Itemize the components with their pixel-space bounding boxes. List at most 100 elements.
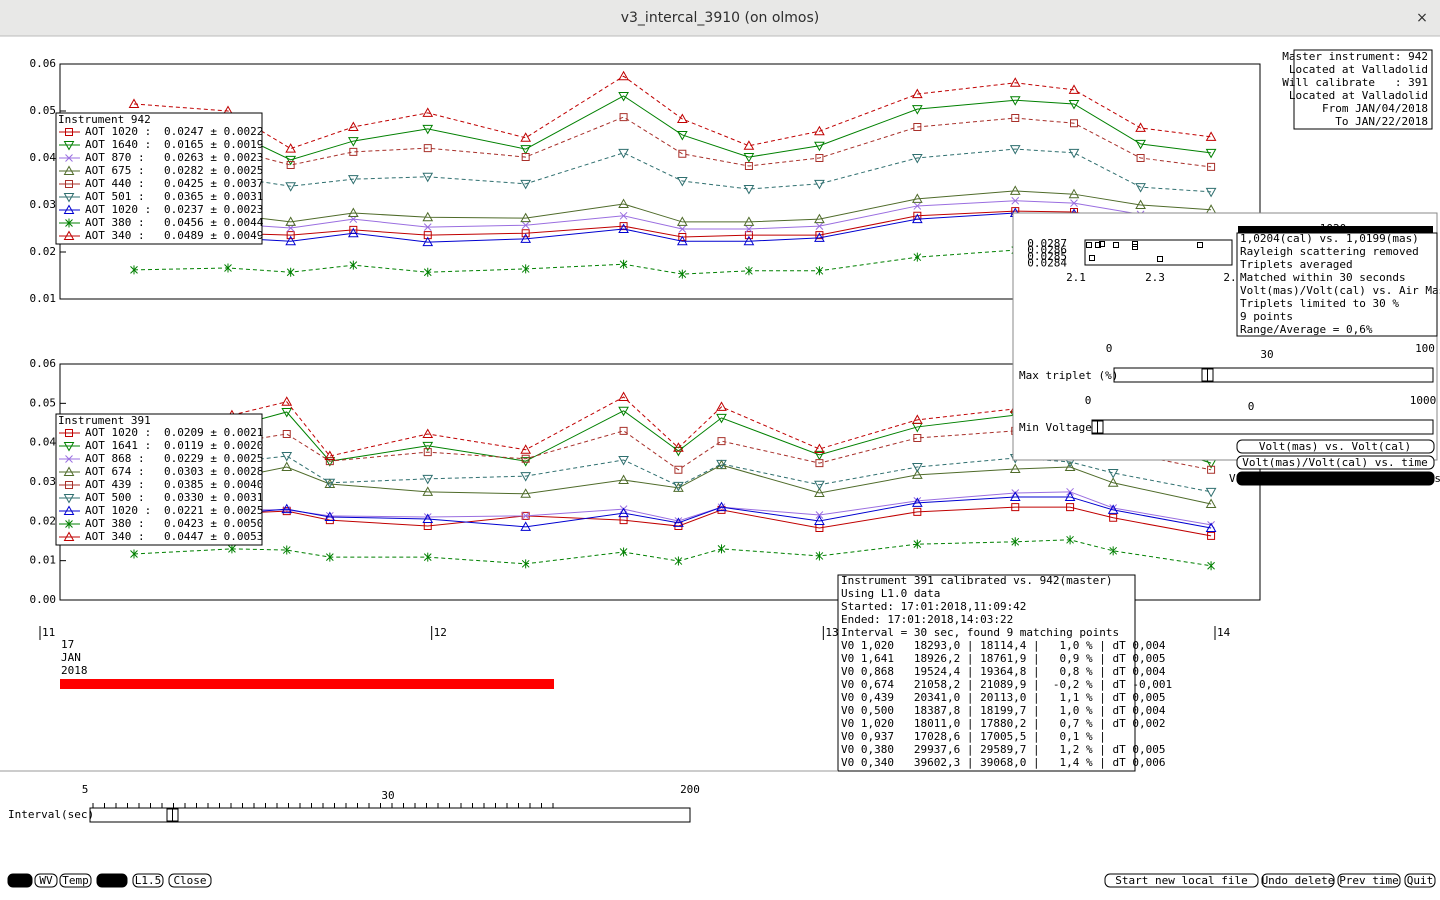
view-button-label[interactable]: Volt(mas)/Volt(cal) vs. Air Mass	[1229, 472, 1440, 485]
button-label[interactable]: AOT	[10, 874, 30, 887]
legend-title: Instrument 391	[58, 414, 151, 427]
slider-mid: 0	[1248, 400, 1255, 413]
marker	[349, 147, 358, 156]
series-line	[133, 396, 1212, 457]
mini-y-tick-label: 0.0287	[1027, 237, 1067, 250]
y-tick-label: 0.04	[30, 436, 57, 449]
button-label[interactable]: Close	[173, 874, 206, 887]
marker	[676, 177, 688, 187]
button[interactable]	[1104, 873, 1259, 888]
mini-x-tick-label: 2.3	[1145, 271, 1165, 284]
button-label[interactable]: Prev time	[1339, 874, 1399, 887]
date-label: JAN	[61, 651, 81, 664]
marker	[347, 137, 359, 147]
marker	[63, 466, 75, 476]
marker	[1068, 99, 1080, 110]
marker	[520, 472, 532, 482]
marker	[347, 121, 359, 131]
view-button[interactable]	[1236, 455, 1435, 470]
marker	[521, 511, 530, 520]
marker	[63, 204, 75, 214]
view-button-label[interactable]: Volt(mas)/Volt(cal) vs. time	[1242, 456, 1427, 469]
marker	[913, 539, 922, 549]
marker	[65, 154, 73, 162]
button[interactable]	[1404, 873, 1436, 888]
marker	[65, 455, 73, 463]
marker	[65, 218, 73, 228]
info-line: V0 0,500 18387,8 | 18199,7 | 1,0 % | dT …	[841, 704, 1166, 717]
button-label[interactable]: WV	[39, 874, 53, 887]
button-label[interactable]: Start new local file	[1115, 874, 1247, 887]
view-button-label[interactable]: Volt(mas) vs. Volt(cal)	[1259, 440, 1411, 453]
marker	[1135, 122, 1146, 132]
master-line: From JAN/04/2018	[1322, 102, 1428, 115]
marker	[521, 153, 530, 162]
button-label[interactable]: L1.5	[135, 874, 162, 887]
legend-name: AOT 440 :	[85, 177, 145, 190]
marker	[281, 461, 293, 472]
marker	[422, 513, 434, 523]
button[interactable]	[96, 873, 128, 888]
marker	[281, 407, 293, 418]
marker	[814, 232, 825, 242]
button[interactable]	[132, 873, 164, 888]
triplet-line: 9 points	[1240, 310, 1293, 323]
marker	[1011, 196, 1020, 205]
marker	[423, 223, 432, 231]
view-button[interactable]	[1236, 439, 1435, 454]
marker	[521, 454, 530, 463]
info-line: V0 0,868 19524,4 | 19364,8 | 0,8 % | dT …	[841, 665, 1166, 678]
legend-box	[55, 413, 263, 546]
marker	[423, 552, 432, 562]
marker	[716, 401, 727, 411]
x-tick-label: 12	[434, 626, 447, 639]
slider-track[interactable]	[89, 807, 691, 823]
close-window[interactable]: ×	[1416, 10, 1428, 26]
button-label[interactable]: Undo delete	[1262, 874, 1335, 887]
master-line: Master instrument: 942	[1282, 50, 1428, 63]
marker	[520, 521, 532, 531]
button[interactable]	[1337, 873, 1401, 888]
marker	[678, 225, 687, 233]
marker	[618, 507, 629, 518]
marker	[63, 230, 75, 240]
marker	[1207, 531, 1216, 540]
button-label[interactable]: L1.0	[99, 874, 126, 887]
marker	[911, 213, 923, 224]
marker	[422, 441, 434, 452]
button[interactable]	[7, 873, 33, 888]
slider-track[interactable]	[1091, 419, 1434, 435]
button-label[interactable]: Quit	[1407, 874, 1434, 887]
legend-name: AOT 1020 :	[85, 426, 151, 439]
slider-track[interactable]	[1113, 367, 1434, 383]
marker	[1205, 131, 1217, 141]
button[interactable]	[59, 873, 92, 888]
marker	[423, 231, 432, 240]
marker	[618, 91, 629, 102]
series-line	[133, 95, 1212, 161]
button[interactable]	[168, 873, 212, 888]
marker	[423, 144, 432, 153]
button[interactable]	[34, 873, 58, 888]
marker	[618, 455, 629, 466]
marker	[325, 552, 334, 562]
view-button[interactable]	[1236, 471, 1435, 486]
marker	[349, 260, 358, 270]
marker	[678, 232, 687, 241]
marker	[716, 459, 727, 470]
marker	[814, 125, 825, 136]
button-label[interactable]: Temp	[62, 874, 89, 887]
marker	[281, 452, 293, 462]
marker	[63, 193, 75, 203]
y-tick-label: 0.05	[30, 104, 57, 117]
marker	[717, 437, 726, 446]
marker	[1068, 188, 1080, 199]
legend-name: AOT 439 :	[85, 478, 145, 491]
button[interactable]	[1261, 873, 1335, 888]
slider-label: Interval(sec)	[8, 808, 94, 821]
slider-min: 5	[82, 783, 89, 796]
master-box	[1293, 49, 1433, 130]
